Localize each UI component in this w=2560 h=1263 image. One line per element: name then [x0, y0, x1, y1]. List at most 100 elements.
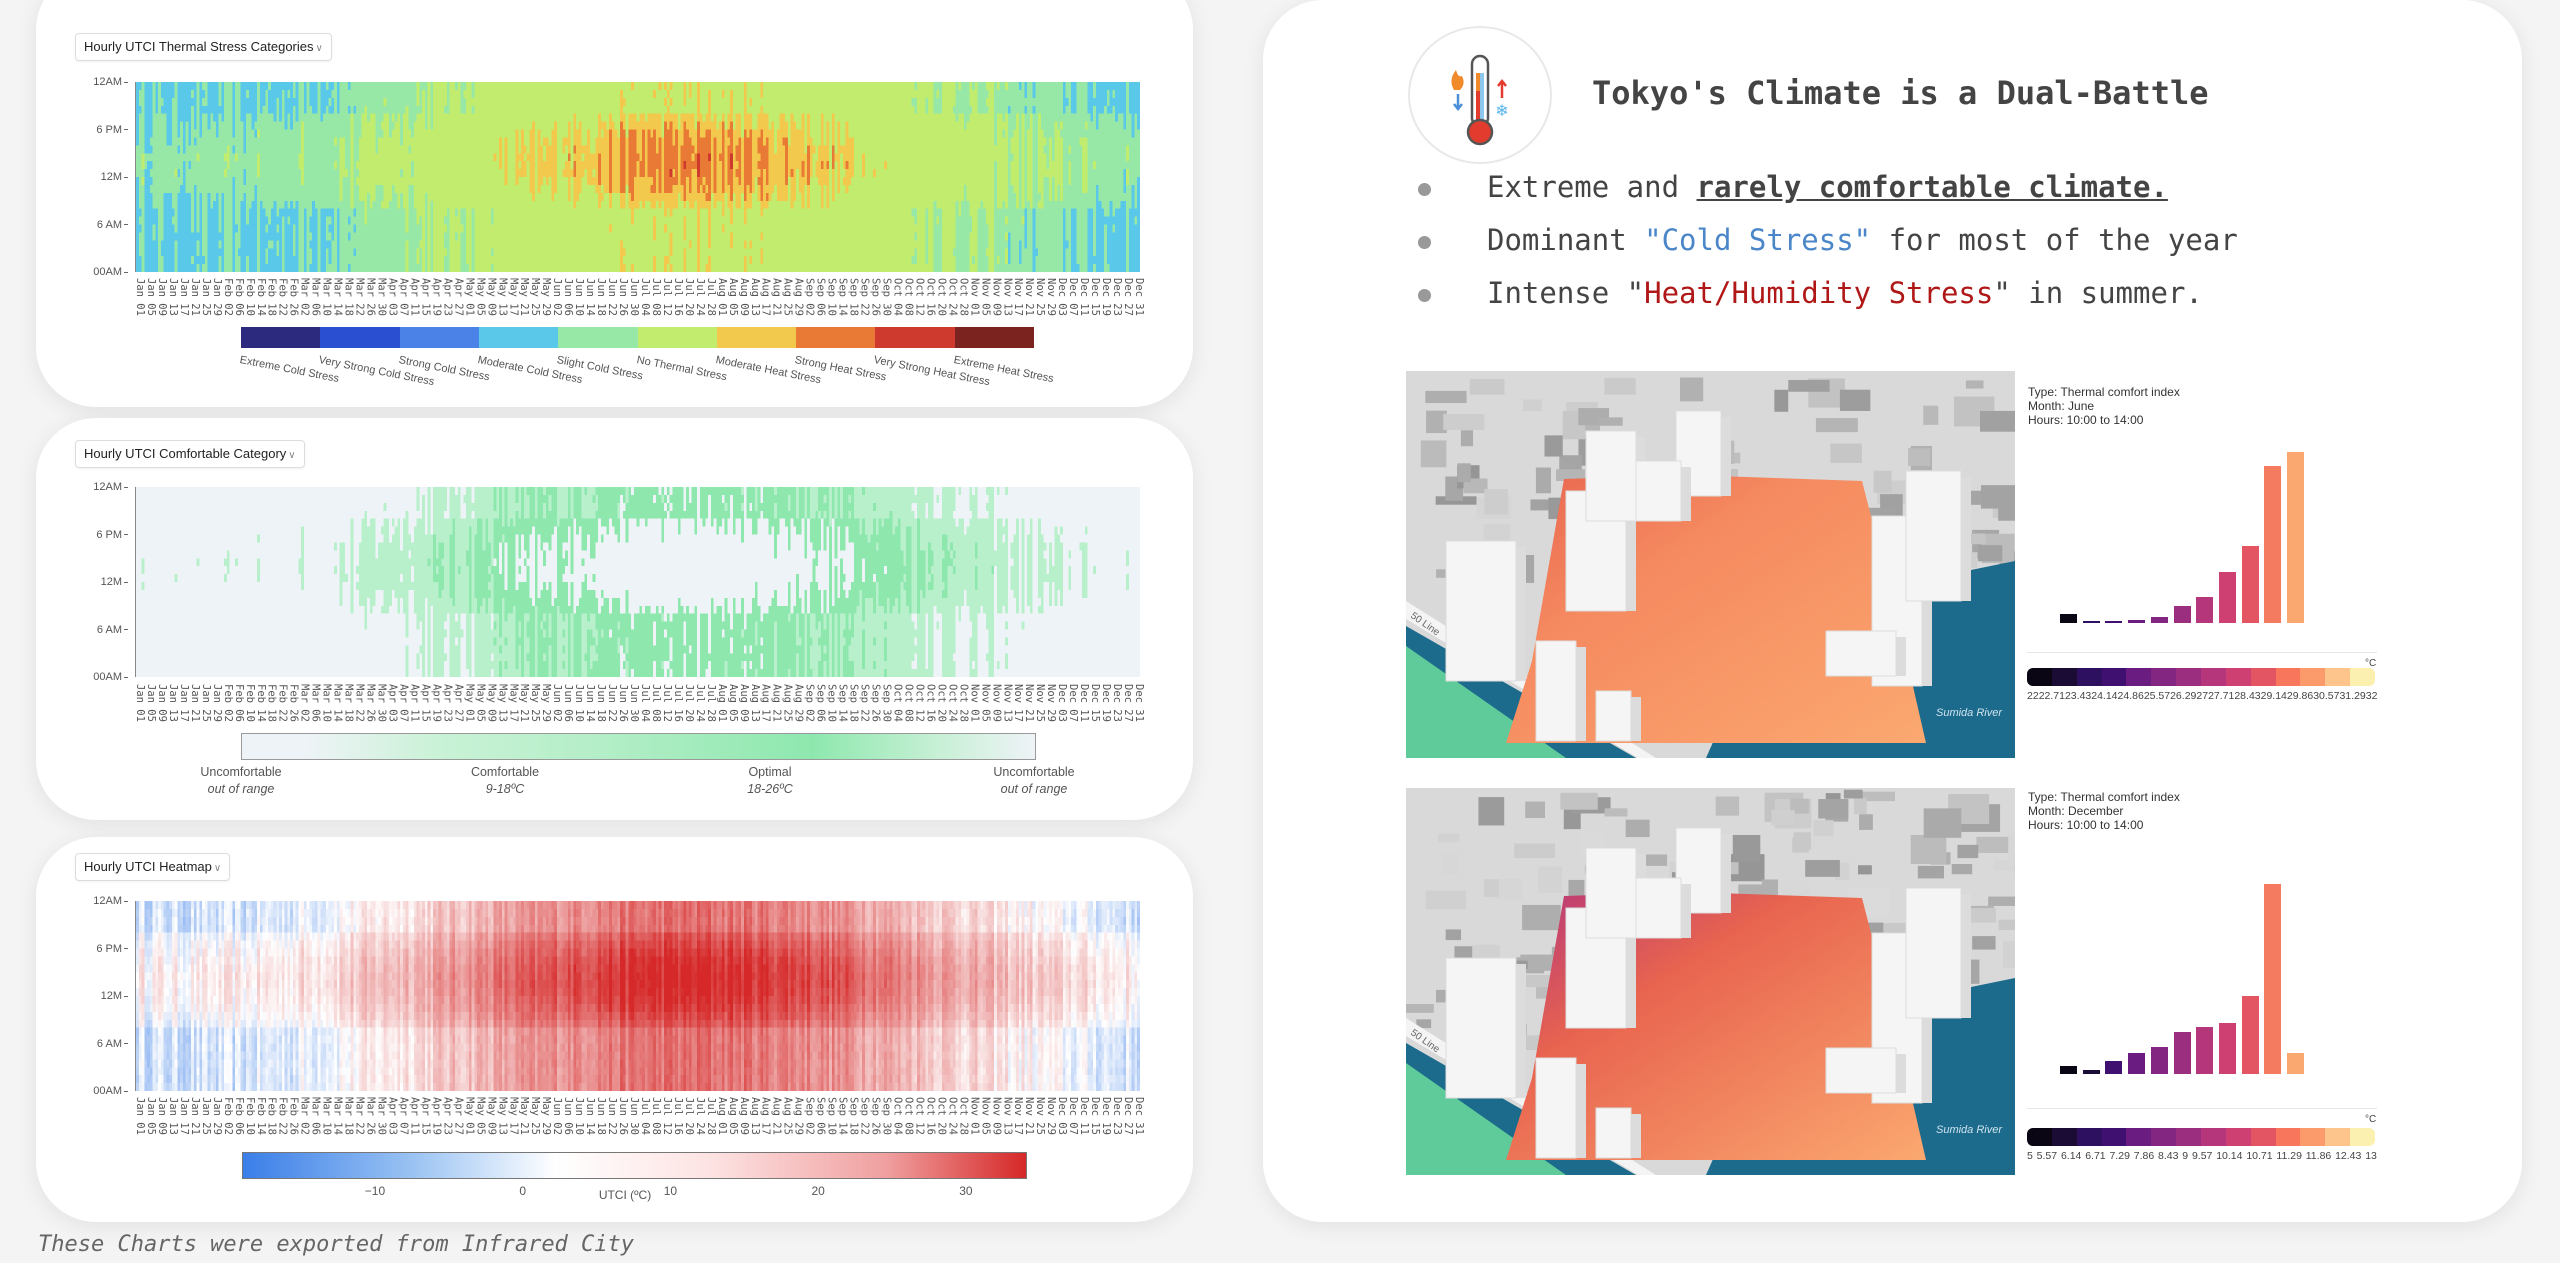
x-tick-label: Jan 01 — [134, 278, 146, 316]
x-tick-label: Dec 07 — [1067, 1097, 1080, 1135]
x-tick-label: Feb 06 — [232, 1097, 245, 1135]
x-tick-label: Dec 07 — [1067, 684, 1080, 722]
x-tick-label: Jul 24 — [693, 1097, 706, 1135]
histogram-bar — [2264, 884, 2282, 1074]
x-tick-label: Jan 09 — [155, 1097, 168, 1135]
building-side — [1896, 1054, 1906, 1093]
x-tick-label: Aug 25 — [781, 684, 794, 722]
x-tick-label: Oct 16 — [924, 684, 937, 722]
building — [1544, 435, 1563, 457]
x-tick-label: Jun 14 — [584, 1097, 597, 1135]
x-tick-label: Sep 22 — [858, 684, 871, 722]
x-tick-label: Jun 10 — [573, 1097, 586, 1135]
x-tick-label: Jan 17 — [177, 278, 190, 316]
bullet-item: Dominant "Cold Stress" for most of the y… — [1418, 223, 2238, 257]
x-tick-label: Sep 06 — [814, 1097, 827, 1135]
building — [1980, 485, 2015, 509]
histogram-bar — [2173, 605, 2191, 623]
colorbar-tick-label: 10 — [663, 1184, 678, 1198]
x-tick-label: Aug 13 — [748, 278, 761, 316]
building — [2008, 833, 2015, 863]
x-tick-label: Jan 13 — [166, 684, 179, 722]
x-tick-label: Aug 21 — [770, 1097, 783, 1135]
x-tick-label: Jun 30 — [628, 684, 640, 722]
x-tick-label: Aug 29 — [792, 278, 805, 316]
x-tick-label: Sep 02 — [803, 684, 816, 722]
x-tick-label: Apr 11 — [408, 278, 421, 316]
x-tick-label: Jul 08 — [649, 684, 662, 722]
y-tick-label: 6 PM — [78, 124, 128, 136]
histogram-bar — [2241, 546, 2259, 623]
x-tick-label: Oct 08 — [902, 1097, 915, 1135]
x-tick-label: Mar 10 — [320, 278, 333, 316]
histogram-bar — [2082, 1070, 2100, 1074]
x-tick-label: May 29 — [540, 1097, 553, 1135]
x-tick-label: Aug 09 — [737, 684, 750, 722]
x-tick-label: Oct 08 — [902, 684, 915, 722]
colorbar-tick-label: 20 — [811, 1184, 825, 1198]
legend-label: Optimal 18-26ºC — [747, 765, 793, 796]
x-tick-label: Jan 21 — [188, 684, 201, 722]
x-tick-label: Sep 18 — [847, 684, 860, 722]
legend-swatch — [320, 327, 401, 348]
tall-building — [1445, 957, 1517, 1099]
histogram-bar — [2128, 620, 2146, 623]
x-tick-label: Mar 22 — [353, 684, 366, 722]
x-tick-label: Jul 28 — [704, 1097, 717, 1135]
tall-building — [1635, 877, 1682, 939]
building-side — [1576, 1064, 1586, 1158]
x-tick-label: Mar 10 — [320, 684, 333, 722]
chart-type-dropdown[interactable]: Hourly UTCI Comfortable Category ∨ — [75, 440, 305, 468]
x-tick-label: Oct 04 — [891, 684, 904, 722]
comfort-heatmap — [135, 487, 1140, 677]
legend-label: Uncomfortable out of range — [993, 765, 1075, 796]
x-tick-label: Jan 09 — [155, 278, 168, 316]
colorbar-tick-label: 24.14 — [2091, 690, 2118, 702]
x-tick-label: Mar 14 — [331, 684, 344, 722]
chart-info: Type: Thermal comfort index Month: Decemb… — [2028, 790, 2180, 832]
x-tick-label: Oct 24 — [946, 1097, 959, 1135]
colorbar-bin — [2225, 668, 2251, 686]
building — [1980, 410, 2015, 432]
building — [1680, 377, 1704, 402]
x-tick-label: Jun 26 — [617, 1097, 630, 1135]
building — [1805, 859, 1840, 877]
x-tick-label: Jul 08 — [649, 1097, 662, 1135]
x-tick-label: Feb 26 — [287, 1097, 300, 1135]
x-tick-label: Aug 21 — [770, 278, 783, 316]
x-tick-label: Feb 18 — [265, 684, 278, 722]
x-tick-label: Nov 21 — [1023, 1097, 1036, 1135]
building-side — [1721, 834, 1731, 913]
x-tick-label: Jun 06 — [562, 684, 575, 722]
colorbar-tick-label: 7.29 — [2109, 1150, 2130, 1162]
x-tick-label: Dec 31 — [1133, 684, 1145, 722]
tall-building — [1825, 1047, 1897, 1094]
building — [1530, 499, 1556, 511]
december-histogram — [2060, 884, 2380, 1074]
x-tick-label: Jul 04 — [638, 278, 651, 316]
x-axis: Jan 01 Jan 05 Jan 09 Jan 13 Jan 17 Jan 21 Jan … — [134, 684, 1145, 728]
x-tick-label: Dec 15 — [1089, 1097, 1102, 1135]
x-tick-label: Oct 28 — [957, 278, 970, 316]
x-tick-label: Jan 21 — [188, 278, 201, 316]
building — [1442, 853, 1459, 875]
x-tick-label: Sep 10 — [825, 684, 838, 722]
colorbar-tick-label: 5 — [2027, 1150, 2033, 1162]
building — [1426, 410, 1447, 434]
building — [1406, 1004, 1434, 1013]
x-tick-label: Dec 23 — [1111, 278, 1124, 316]
x-tick-label: Feb 26 — [287, 278, 300, 316]
chart-type-dropdown[interactable]: Hourly UTCI Thermal Stress Categories ∨ — [75, 33, 332, 61]
building-side — [1721, 417, 1731, 496]
x-tick-label: Aug 01 — [715, 1097, 728, 1135]
x-tick-label: Apr 27 — [452, 278, 465, 316]
x-tick-label: May 29 — [540, 278, 553, 316]
bullet-dot-icon — [1418, 182, 1431, 196]
tall-building — [1635, 460, 1682, 522]
chart-type-dropdown[interactable]: Hourly UTCI Heatmap ∨ — [75, 853, 231, 881]
y-tick-label: 6 AM — [78, 624, 128, 636]
x-tick-label: Feb 14 — [254, 684, 267, 722]
building — [1604, 377, 1636, 395]
x-tick-label: Aug 01 — [715, 684, 728, 722]
building — [1873, 470, 1892, 493]
